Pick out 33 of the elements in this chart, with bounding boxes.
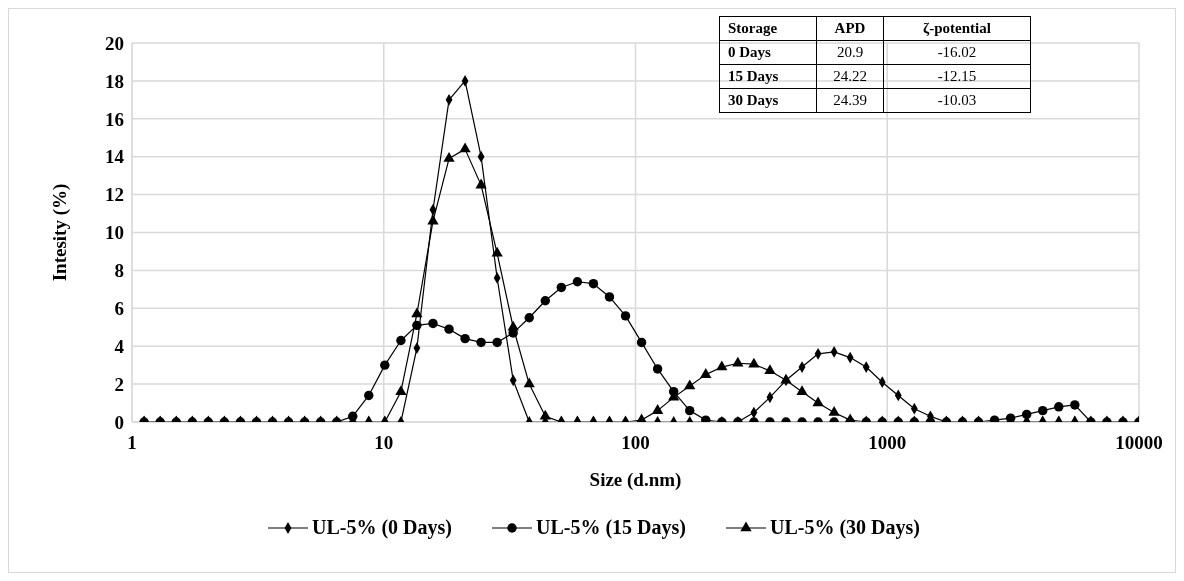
legend-label: UL-5% (30 Days) [770, 516, 920, 539]
y-tick-label: 10 [105, 222, 124, 244]
annotation: 20.9 [816, 40, 884, 65]
y-tick-label: 8 [114, 260, 124, 282]
y-tick-label: 16 [105, 108, 124, 130]
annotation: -16.02 [883, 40, 1031, 65]
legend-label: UL-5% (0 Days) [312, 516, 452, 539]
annotation: 15 Days [719, 64, 817, 89]
annotation: 24.39 [816, 88, 884, 113]
text: ζ-potential [883, 16, 1031, 41]
annotation: -12.15 [883, 64, 1031, 89]
x-tick-label: 1 [127, 432, 137, 454]
x-tick-label: 1000 [868, 432, 907, 454]
annotation: 30 Days [719, 88, 817, 113]
text: APD [816, 16, 884, 41]
y-tick-label: 6 [114, 298, 124, 320]
annotation: -10.03 [883, 88, 1031, 113]
x-axis-title: Size (d.nm) [589, 469, 682, 491]
legend-label: UL-5% (15 Days) [536, 516, 686, 539]
y-tick-label: 14 [105, 146, 125, 168]
y-tick-label: 0 [114, 411, 124, 433]
y-tick-label: 4 [114, 335, 125, 357]
y-tick-label: 12 [105, 184, 124, 206]
text: Storage [719, 16, 817, 41]
x-tick-label: 100 [621, 432, 650, 454]
x-tick-label: 10 [374, 432, 394, 454]
y-tick-label: 2 [114, 373, 124, 395]
y-tick-label: 20 [105, 32, 124, 54]
y-tick-label: 18 [105, 70, 124, 92]
annotation: 0 Days [719, 40, 817, 65]
y-axis-title: Intesity (%) [48, 183, 71, 282]
annotation: 24.22 [816, 64, 884, 89]
x-tick-label: 10000 [1115, 432, 1163, 454]
